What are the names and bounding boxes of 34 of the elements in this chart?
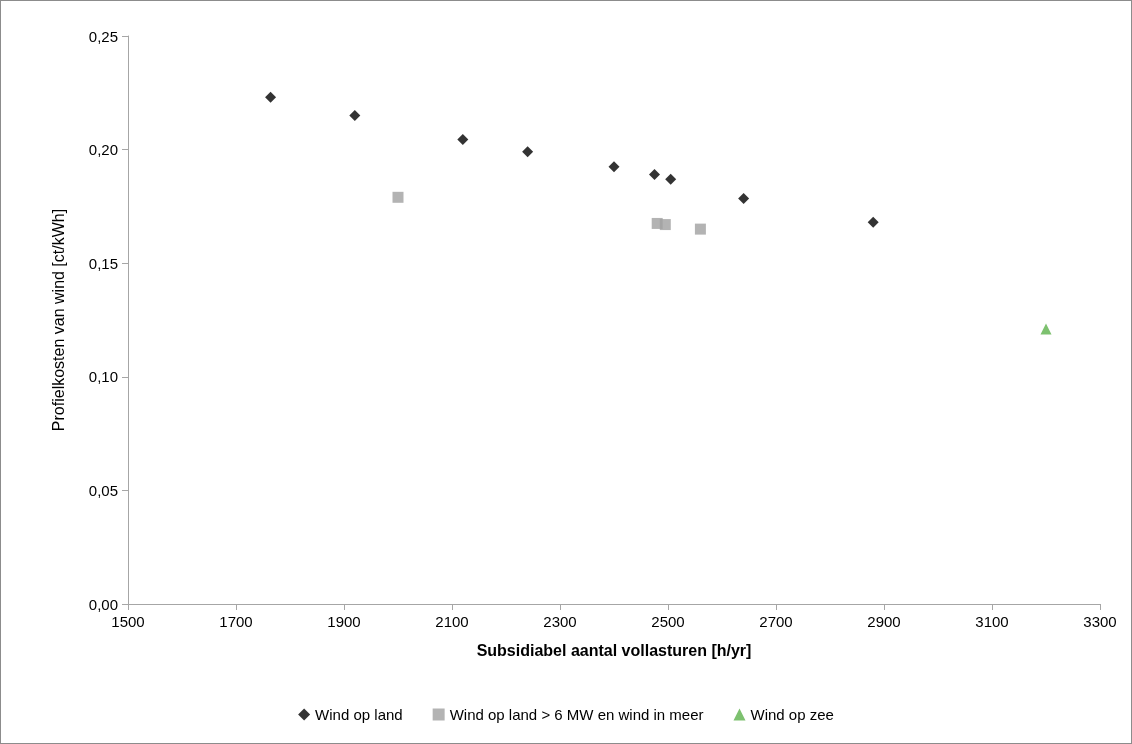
- point: [265, 91, 277, 103]
- y-tick-label: 0,15: [88, 254, 118, 272]
- y-tick-label: 0,20: [88, 141, 118, 159]
- point: [608, 161, 620, 173]
- point: [659, 219, 671, 231]
- point: [867, 216, 879, 228]
- point: [649, 169, 660, 181]
- point: [457, 133, 469, 145]
- point: [392, 191, 404, 203]
- y-tick-label: 0,25: [88, 27, 118, 45]
- legend-label: Wind op zee: [750, 706, 834, 723]
- x-tick-label: 2700: [759, 613, 793, 630]
- y-tick-label: 0,00: [88, 595, 118, 613]
- x-tick-label: 2300: [543, 613, 577, 630]
- y-axis-title: Profielkosten van wind [ct/kWh]: [49, 208, 67, 432]
- y-tick-label: 0,10: [88, 368, 118, 386]
- legend-label: Wind op land: [315, 706, 403, 723]
- point: [738, 192, 750, 204]
- legend-label: Wind op land > 6 MW en wind in meer: [449, 706, 704, 723]
- x-tick-label: 2100: [435, 613, 469, 630]
- point: [1040, 323, 1052, 335]
- x-tick-label: 2900: [867, 613, 901, 630]
- point: [522, 146, 534, 158]
- x-axis-title: Subsidiabel aantal vollasturen [h/yr]: [476, 641, 752, 659]
- x-tick-label: 3100: [975, 613, 1009, 630]
- x-tick-label: 1700: [219, 613, 253, 630]
- x-tick-label: 1900: [327, 613, 361, 630]
- point: [349, 110, 361, 122]
- point: [694, 223, 706, 235]
- x-tick-label: 3300: [1083, 613, 1117, 630]
- x-tick-label: 2500: [651, 613, 685, 630]
- y-tick-label: 0,05: [88, 481, 118, 499]
- x-tick-label: 1500: [111, 613, 145, 630]
- point: [665, 173, 677, 185]
